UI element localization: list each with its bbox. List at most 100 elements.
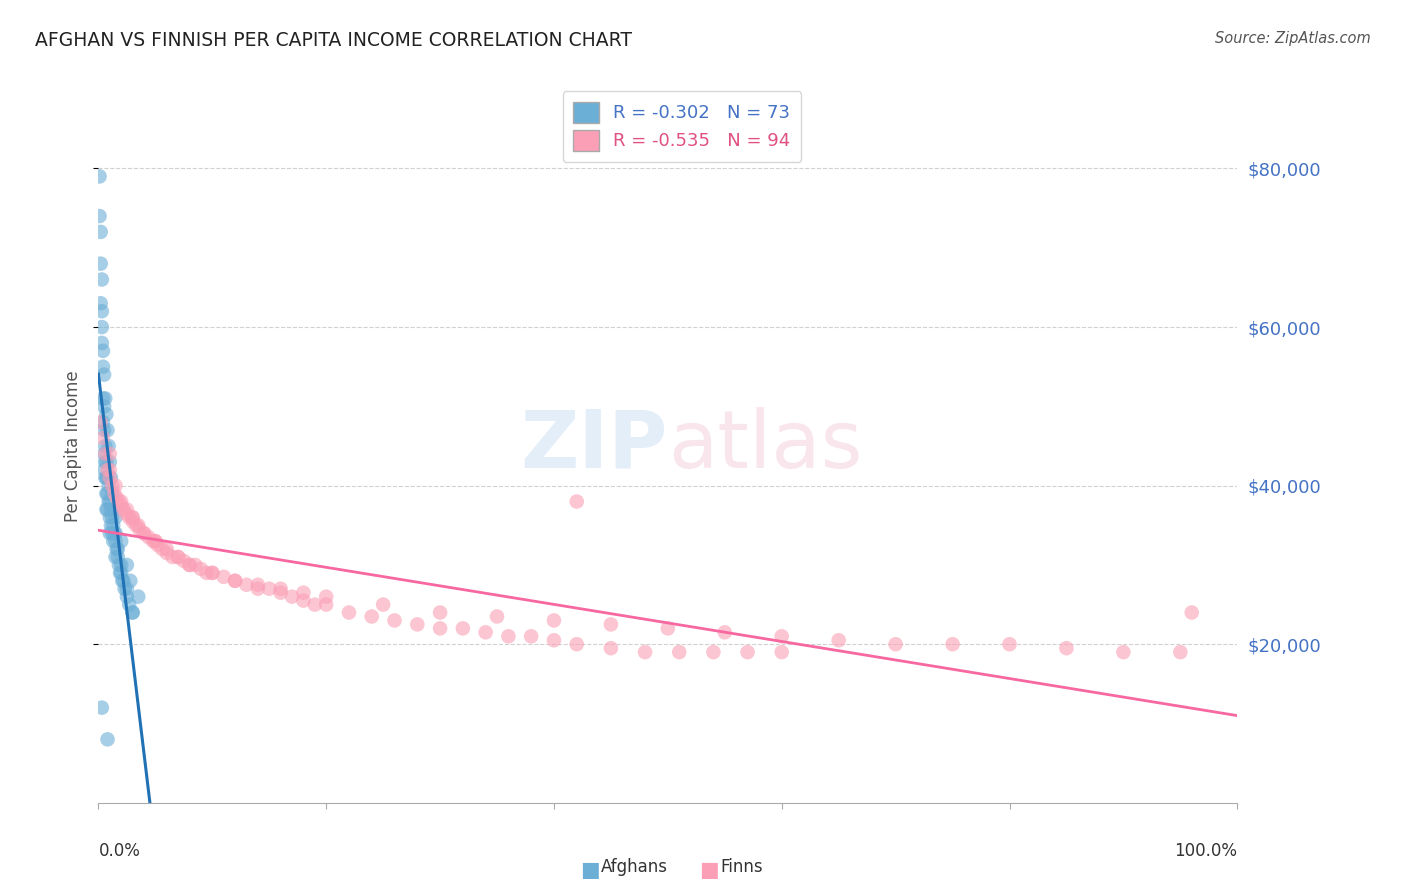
Point (93, 447, 115, 461)
Point (543, 633, 565, 648)
Text: Afghans: Afghans (600, 858, 668, 877)
Point (145, 534, 167, 549)
Point (167, 549, 190, 564)
Point (89, 169, 111, 184)
Point (145, 534, 167, 549)
Point (281, 590, 304, 604)
Point (115, 582, 138, 596)
Point (371, 598, 394, 612)
Point (103, 486, 125, 500)
Point (474, 625, 496, 640)
Point (98, 510, 121, 524)
Point (770, 645, 793, 659)
Text: Finns: Finns (720, 858, 763, 877)
Point (360, 609, 382, 624)
Point (90, 320, 112, 334)
Text: 0.0%: 0.0% (98, 842, 141, 860)
Point (150, 542, 173, 557)
Point (94, 471, 117, 485)
Point (270, 582, 292, 596)
Point (90, 415, 112, 429)
Point (108, 558, 131, 572)
Point (634, 645, 657, 659)
Point (828, 633, 851, 648)
Text: AFGHAN VS FINNISH PER CAPITA INCOME CORRELATION CHART: AFGHAN VS FINNISH PER CAPITA INCOME CORR… (35, 31, 633, 50)
Point (121, 510, 143, 524)
Point (93, 463, 115, 477)
Point (429, 606, 451, 620)
Point (565, 637, 588, 651)
Point (1170, 645, 1192, 659)
Point (486, 609, 509, 624)
Point (498, 629, 520, 643)
Point (98, 526, 121, 541)
Point (104, 510, 127, 524)
Point (520, 629, 543, 643)
Point (91, 431, 114, 445)
Point (132, 526, 155, 541)
Point (110, 499, 132, 513)
Point (103, 534, 125, 549)
Point (668, 645, 690, 659)
Point (108, 566, 131, 580)
Text: ■: ■ (579, 860, 599, 880)
Point (121, 510, 143, 524)
Point (565, 494, 588, 508)
Point (98, 463, 121, 477)
Point (93, 368, 115, 382)
Point (543, 614, 565, 628)
Point (120, 574, 142, 588)
Point (101, 526, 124, 541)
Point (97, 478, 120, 492)
Point (101, 486, 124, 500)
Point (96, 463, 118, 477)
Text: ■: ■ (699, 860, 718, 880)
Point (105, 491, 128, 505)
Point (98, 494, 121, 508)
Point (89, 209, 111, 223)
Point (105, 542, 128, 557)
Point (96, 502, 118, 516)
Point (406, 617, 429, 632)
Point (118, 598, 141, 612)
Point (138, 530, 160, 544)
Point (94, 455, 117, 469)
Point (98, 455, 121, 469)
Point (195, 566, 218, 580)
Point (108, 494, 131, 508)
Point (90, 700, 112, 714)
Point (270, 585, 292, 599)
Point (94, 439, 117, 453)
Point (201, 566, 224, 580)
Point (702, 645, 724, 659)
Point (737, 645, 759, 659)
Point (156, 542, 179, 557)
Point (91, 343, 114, 358)
Point (107, 549, 129, 564)
Point (91, 415, 114, 429)
Point (110, 534, 132, 549)
Point (104, 526, 127, 541)
Point (103, 526, 125, 541)
Point (114, 507, 136, 521)
Point (132, 526, 155, 541)
Point (714, 625, 737, 640)
Point (104, 549, 127, 564)
Point (657, 621, 679, 635)
Point (93, 400, 115, 414)
Point (125, 518, 148, 533)
Point (91, 359, 114, 374)
Point (97, 439, 120, 453)
Point (118, 510, 141, 524)
Point (96, 732, 118, 747)
Point (100, 518, 122, 533)
Text: ZIP: ZIP (520, 407, 668, 485)
Point (101, 510, 124, 524)
Point (121, 606, 143, 620)
Point (315, 598, 337, 612)
Point (112, 502, 135, 516)
Point (96, 502, 118, 516)
Point (998, 637, 1021, 651)
Point (115, 558, 138, 572)
Point (98, 471, 121, 485)
